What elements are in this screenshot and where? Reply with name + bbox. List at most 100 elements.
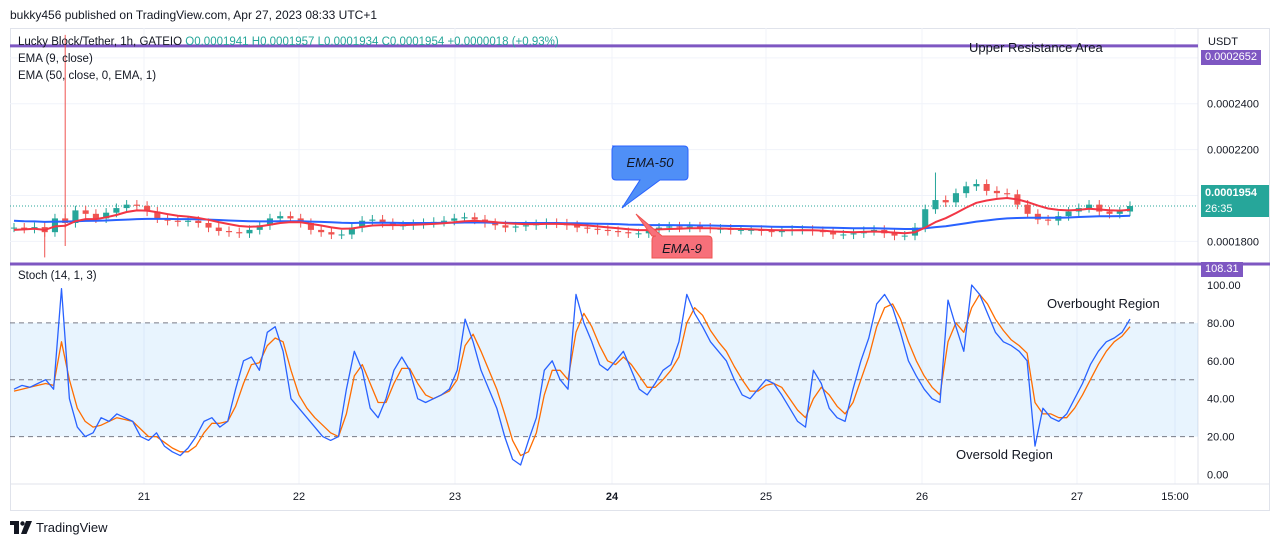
- currency-label[interactable]: USDT: [1208, 36, 1238, 48]
- time-tick-label: 15:00: [1161, 491, 1189, 503]
- candle-body: [205, 223, 212, 228]
- candle-body: [942, 200, 949, 203]
- candle-body: [92, 213, 99, 219]
- candle-body: [952, 193, 959, 203]
- candle-body: [983, 184, 990, 191]
- candle-body: [51, 218, 58, 233]
- candle-body: [1096, 204, 1103, 212]
- candle-body: [82, 210, 89, 214]
- ema9-legend[interactable]: EMA (9, close): [18, 53, 93, 65]
- tradingview-logo-icon: [10, 521, 32, 534]
- candle-body: [369, 219, 376, 221]
- ema50-callout-bubble: [611, 145, 689, 209]
- candle-body: [840, 234, 847, 236]
- candle-body: [922, 209, 929, 228]
- price-tick-label: 0.0001800: [1207, 236, 1259, 248]
- tradingview-brand: TradingView: [36, 520, 108, 535]
- candle-body: [1004, 193, 1011, 195]
- candle-body: [1034, 213, 1041, 220]
- candle-body: [891, 233, 898, 236]
- candle-body: [1086, 204, 1093, 209]
- ema9-callout-label: EMA-9: [662, 241, 702, 256]
- candle-body: [1126, 206, 1134, 212]
- candle-body: [676, 226, 683, 228]
- stoch-tick-label: 60.00: [1207, 356, 1235, 368]
- stoch-tick-label: 0.00: [1207, 470, 1228, 482]
- candle-body: [686, 226, 693, 228]
- last-price-value: 0.0001954: [1205, 187, 1257, 199]
- candle-body: [604, 229, 611, 232]
- candle-body: [492, 223, 499, 226]
- candle-body: [696, 226, 704, 228]
- ema50-callout-label: EMA-50: [627, 155, 675, 170]
- candle-body: [195, 220, 202, 223]
- candle-body: [778, 231, 785, 233]
- candle-body: [72, 210, 79, 223]
- candle-body: [502, 225, 509, 228]
- candle-body: [1106, 211, 1113, 214]
- resistance-price-tag: 0.0002652: [1201, 50, 1261, 65]
- ema9-callout-bubble: [635, 213, 713, 259]
- candle-body: [154, 211, 161, 219]
- time-tick-label: 23: [449, 491, 461, 503]
- symbol-legend[interactable]: Lucky Block/Tether, 1h, GATEIO O0.000194…: [18, 34, 559, 50]
- candle-body: [615, 231, 622, 233]
- ema50-legend[interactable]: EMA (50, close, 0, EMA, 1): [18, 70, 157, 82]
- candle-body: [113, 208, 120, 213]
- candle-body: [236, 232, 243, 234]
- candle-body: [174, 220, 181, 222]
- candle-body: [584, 227, 591, 229]
- candle-body: [768, 231, 775, 233]
- candle-body: [10, 227, 18, 229]
- candle-body: [21, 227, 28, 229]
- candle-body: [512, 226, 519, 228]
- candle-body: [963, 186, 970, 194]
- candle-body: [123, 204, 130, 209]
- candle-body: [850, 233, 857, 235]
- candle-body: [185, 220, 192, 222]
- ohlc-values: O0.0001941 H0.0001957 L0.0001934 C0.0001…: [185, 36, 559, 48]
- stoch-tick-label: 100.00: [1207, 280, 1241, 292]
- candle-body: [328, 232, 335, 235]
- candle-body: [103, 212, 110, 219]
- upper-resistance-label: Upper Resistance Area: [969, 40, 1103, 55]
- candle-body: [1116, 211, 1123, 214]
- candle-body: [594, 228, 601, 230]
- candle-body: [461, 217, 468, 219]
- candle-body: [379, 219, 386, 223]
- ema9-line: [13, 197, 1131, 235]
- candle-body: [748, 229, 755, 231]
- stoch-tick-label: 80.00: [1207, 318, 1235, 330]
- time-tick-label: 25: [760, 491, 772, 503]
- candle-body: [133, 204, 140, 206]
- stoch-tick-label: 20.00: [1207, 432, 1235, 444]
- last-price-tag: 0.0001954 26:35: [1201, 185, 1269, 217]
- time-tick-label: 21: [138, 491, 150, 503]
- price-tick-label: 0.0002400: [1207, 99, 1259, 111]
- candle-body: [318, 229, 325, 233]
- chart-frame: [10, 28, 1270, 511]
- time-tick-label: 24: [606, 491, 619, 503]
- candle-body: [440, 220, 448, 222]
- stoch-legend[interactable]: Stoch (14, 1, 3): [18, 270, 97, 282]
- tradingview-footer[interactable]: TradingView: [10, 520, 108, 535]
- symbol-name: Lucky Block/Tether, 1h, GATEIO: [18, 36, 183, 48]
- time-tick-label: 22: [293, 491, 305, 503]
- oversold-label: Oversold Region: [956, 447, 1053, 462]
- candle-body: [870, 229, 878, 232]
- candle-body: [830, 232, 837, 235]
- candle-body: [901, 235, 908, 237]
- candle-body: [246, 229, 253, 234]
- candle-body: [1045, 219, 1052, 221]
- stoch-k-line: [13, 284, 1131, 466]
- bar-countdown: 26:35: [1205, 203, 1233, 215]
- stoch-tick-label: 40.00: [1207, 394, 1235, 406]
- stoch-d-line: [13, 293, 1131, 457]
- candle-body: [635, 233, 642, 235]
- candle-body: [1065, 211, 1072, 217]
- candle-body: [666, 226, 673, 228]
- candle-body: [307, 223, 314, 230]
- candle-body: [277, 216, 284, 219]
- candle-body: [973, 184, 980, 187]
